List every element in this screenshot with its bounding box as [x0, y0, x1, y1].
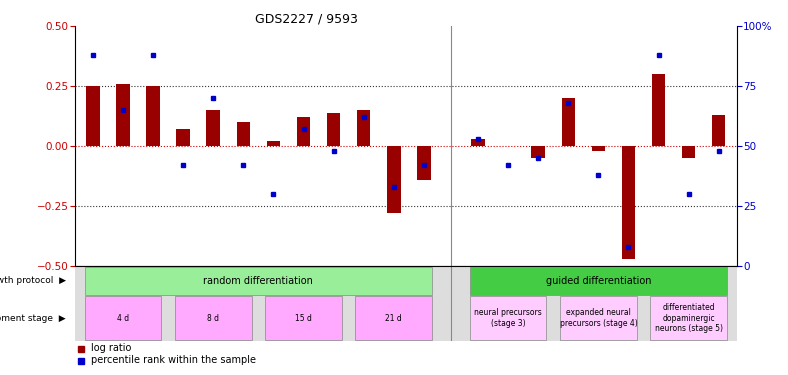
Text: 4 d: 4 d: [117, 314, 129, 322]
Text: guided differentiation: guided differentiation: [545, 276, 651, 286]
Bar: [682, 146, 696, 158]
Bar: [266, 141, 281, 146]
Bar: [355, 296, 432, 340]
Text: development stage  ▶: development stage ▶: [0, 314, 66, 322]
Text: log ratio: log ratio: [91, 343, 132, 353]
Text: 21 d: 21 d: [385, 314, 402, 322]
Bar: [470, 296, 547, 340]
Bar: [86, 86, 99, 146]
Bar: [622, 146, 635, 259]
Bar: [357, 110, 370, 146]
Title: GDS2227 / 9593: GDS2227 / 9593: [255, 12, 358, 25]
Bar: [84, 296, 162, 340]
Bar: [206, 110, 220, 146]
Bar: [84, 267, 432, 295]
Text: growth protocol  ▶: growth protocol ▶: [0, 276, 66, 285]
Bar: [562, 98, 575, 146]
Bar: [652, 74, 665, 146]
Text: expanded neural
precursors (stage 4): expanded neural precursors (stage 4): [559, 309, 637, 328]
Bar: [592, 146, 605, 151]
Bar: [177, 129, 190, 146]
Text: random differentiation: random differentiation: [203, 276, 314, 286]
Bar: [417, 146, 430, 180]
Text: 15 d: 15 d: [295, 314, 312, 322]
Bar: [531, 146, 545, 158]
Bar: [327, 112, 340, 146]
Bar: [147, 86, 160, 146]
Bar: [712, 115, 726, 146]
Text: percentile rank within the sample: percentile rank within the sample: [91, 355, 256, 365]
Text: neural precursors
(stage 3): neural precursors (stage 3): [474, 309, 542, 328]
Bar: [175, 296, 251, 340]
Text: 8 d: 8 d: [207, 314, 219, 322]
Bar: [117, 84, 130, 146]
Bar: [387, 146, 400, 213]
Bar: [560, 296, 637, 340]
Bar: [650, 296, 727, 340]
Bar: [471, 139, 485, 146]
Bar: [265, 296, 342, 340]
Bar: [236, 122, 250, 146]
Bar: [297, 117, 310, 146]
Bar: [470, 267, 727, 295]
Text: differentiated
dopaminergic
neurons (stage 5): differentiated dopaminergic neurons (sta…: [655, 303, 723, 333]
